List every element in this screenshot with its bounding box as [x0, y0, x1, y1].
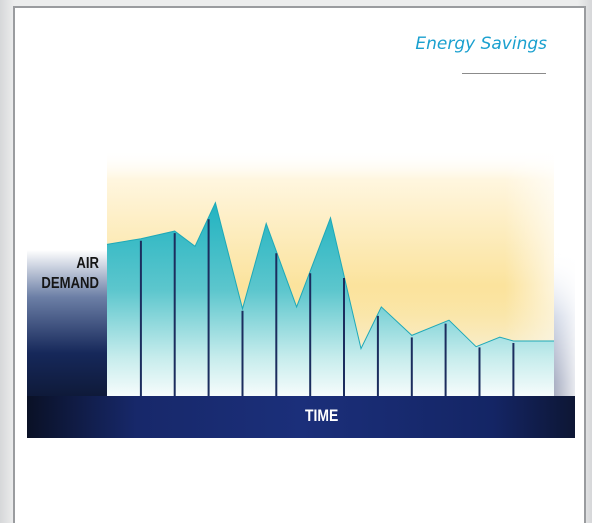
x-axis-label: TIME	[305, 406, 338, 426]
time-axis-band	[27, 396, 575, 438]
y-axis-label-line-2: DEMAND	[20, 274, 99, 294]
y-axis-label: AIR DEMAND	[20, 254, 99, 294]
y-axis-label-line-1: AIR	[20, 254, 99, 274]
